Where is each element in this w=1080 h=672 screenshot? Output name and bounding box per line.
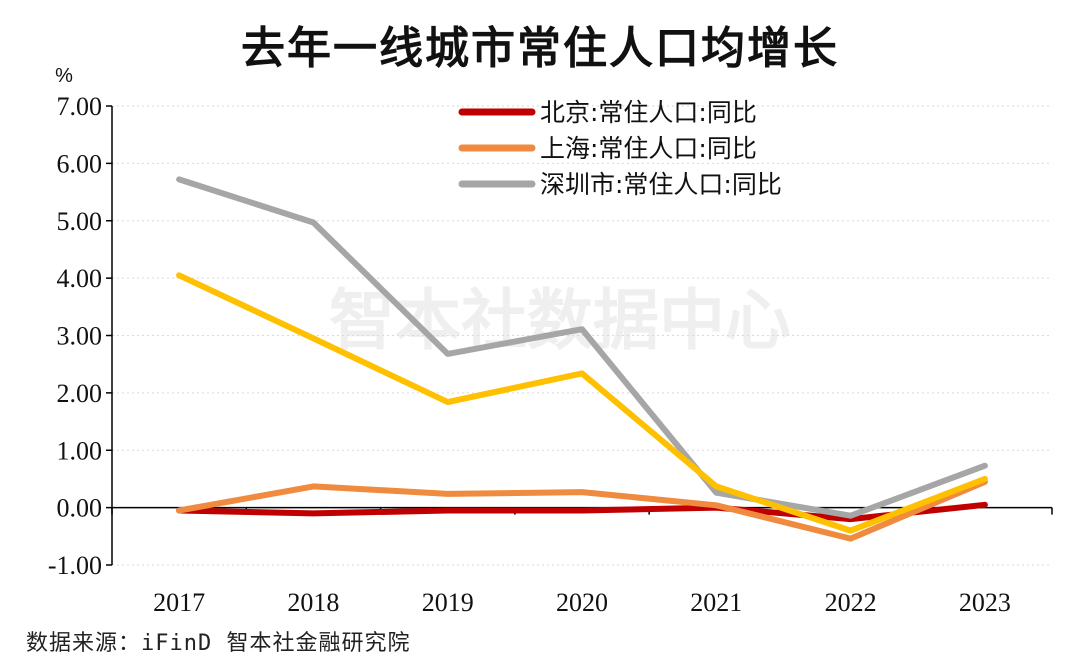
x-tick-labels: 2017 2018 2019 2020 2021 2022 2023 [153,588,1011,617]
x-tick-label: 2018 [287,588,339,617]
x-tick-label: 2022 [825,588,877,617]
gridlines [112,105,1052,566]
legend-label: 上海:常住人口:同比 [540,134,757,163]
y-tick-label: 3.00 [57,322,103,351]
x-tick-label: 2017 [153,588,205,617]
y-tick-label: 7.00 [57,92,103,121]
y-tick-label: 0.00 [57,494,103,523]
legend-label: 深圳市:常住人口:同比 [540,170,782,199]
x-tick-label: 2021 [690,588,742,617]
series-line-1 [176,478,988,542]
series-line-0 [176,501,988,523]
x-tick-label: 2020 [556,588,608,617]
x-tick-label: 2023 [959,588,1011,617]
y-tick-labels: 7.00 6.00 5.00 4.00 3.00 2.00 1.00 0.00 -1.00 [48,92,102,580]
series-line-2 [176,176,988,519]
y-tick-label: 5.00 [57,207,103,236]
y-tick-label: 2.00 [57,379,103,408]
series-lines [176,176,988,542]
source-note: 数据来源：iFinD 智本社金融研究院 [26,631,411,656]
y-tick-label: -1.00 [48,551,102,580]
y-tick-label: 4.00 [57,264,103,293]
x-tick-label: 2019 [422,588,474,617]
chart-title: 去年一线城市常住人口均增长 [241,23,839,74]
legend-label: 北京:常住人口:同比 [540,98,757,127]
series-line-3 [176,272,988,534]
watermark: 智本社数据中心 [329,282,791,359]
y-tick-label: 6.00 [57,149,103,178]
y-unit-label: % [55,65,73,87]
y-tick-label: 1.00 [57,436,103,465]
